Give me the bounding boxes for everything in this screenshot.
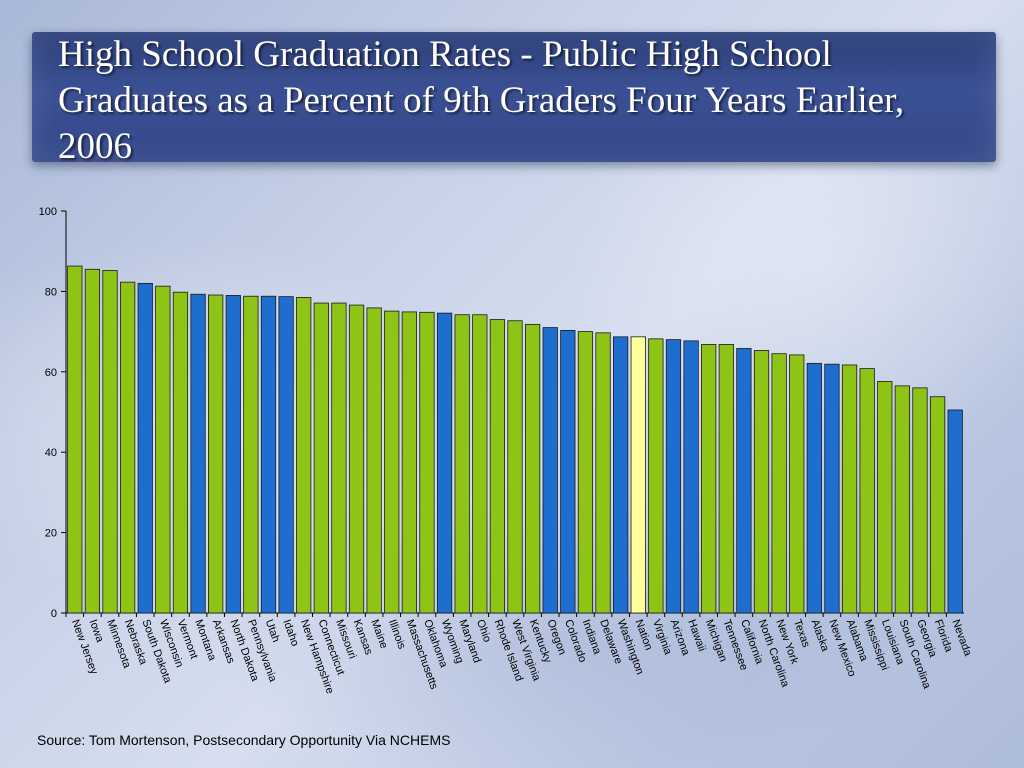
bar-tennessee bbox=[718, 344, 734, 614]
bar-maine bbox=[366, 307, 382, 614]
bar-pennsylvania bbox=[243, 295, 259, 614]
bar-vermont bbox=[172, 291, 189, 614]
bar-nevada bbox=[947, 409, 963, 614]
bar-alabama bbox=[841, 364, 858, 614]
bar-washington bbox=[613, 336, 629, 614]
slide-title: High School Graduation Rates - Public Hi… bbox=[58, 34, 905, 167]
bar-kansas bbox=[348, 304, 365, 614]
bar-west-virginia bbox=[507, 320, 523, 614]
bar-nation bbox=[630, 336, 646, 614]
x-tick-label: Idaho bbox=[280, 618, 301, 648]
bar-utah bbox=[260, 295, 277, 614]
bar-minnesota bbox=[102, 270, 118, 614]
bar-georgia bbox=[912, 387, 928, 614]
y-tick-label: 40 bbox=[45, 447, 57, 459]
bar-oklahoma bbox=[419, 311, 435, 614]
bar-ohio bbox=[472, 314, 488, 614]
bar-new-york bbox=[771, 353, 787, 614]
y-tick-label: 80 bbox=[45, 286, 57, 298]
bar-montana bbox=[190, 293, 206, 614]
bar-new-hampshire bbox=[296, 297, 312, 614]
bar-florida bbox=[929, 396, 946, 614]
bar-oregon bbox=[542, 327, 558, 614]
bar-hawaii bbox=[683, 340, 699, 614]
bar-illinois bbox=[384, 310, 400, 614]
bar-virginia bbox=[648, 338, 664, 614]
x-tick-label: Utah bbox=[263, 618, 282, 644]
bar-wyoming bbox=[436, 312, 453, 614]
bar-arkansas bbox=[208, 294, 224, 614]
bar-texas bbox=[789, 354, 805, 614]
bar-massachusetts bbox=[401, 311, 417, 614]
bar-south-carolina bbox=[894, 385, 910, 614]
bar-kentucky bbox=[524, 323, 541, 614]
bar-nebraska bbox=[120, 281, 136, 614]
y-tick-label: 0 bbox=[51, 608, 57, 620]
x-tick-label: Ohio bbox=[474, 618, 493, 644]
bar-arizona bbox=[665, 339, 682, 614]
bar-colorado bbox=[560, 329, 576, 614]
bar-michigan bbox=[701, 344, 717, 614]
bar-mississippi bbox=[859, 368, 875, 614]
bar-alaska bbox=[806, 362, 822, 614]
bar-idaho bbox=[278, 296, 294, 614]
bar-north-carolina bbox=[753, 350, 770, 614]
source-note: Source: Tom Mortenson, Postsecondary Opp… bbox=[37, 732, 451, 748]
bar-maryland bbox=[454, 314, 470, 614]
y-tick-label: 20 bbox=[45, 528, 57, 540]
title-banner bbox=[32, 32, 996, 162]
bar-louisiana bbox=[877, 381, 893, 614]
bar-new-mexico bbox=[824, 363, 840, 614]
bar-connecticut bbox=[313, 302, 329, 614]
bar-wisconsin bbox=[155, 285, 171, 614]
bar-california bbox=[736, 348, 752, 614]
y-tick-label: 60 bbox=[45, 367, 57, 379]
bar-delaware bbox=[595, 332, 611, 614]
bar-missouri bbox=[331, 302, 347, 614]
bar-new-jersey bbox=[67, 265, 83, 614]
x-tick-label: Nevada bbox=[949, 618, 974, 659]
bar-rhode-island bbox=[489, 319, 506, 614]
bar-north-dakota bbox=[225, 295, 241, 614]
y-tick-label: 100 bbox=[39, 206, 57, 218]
bar-south-dakota bbox=[137, 282, 153, 614]
bar-iowa bbox=[84, 268, 101, 614]
bar-indiana bbox=[577, 331, 594, 614]
